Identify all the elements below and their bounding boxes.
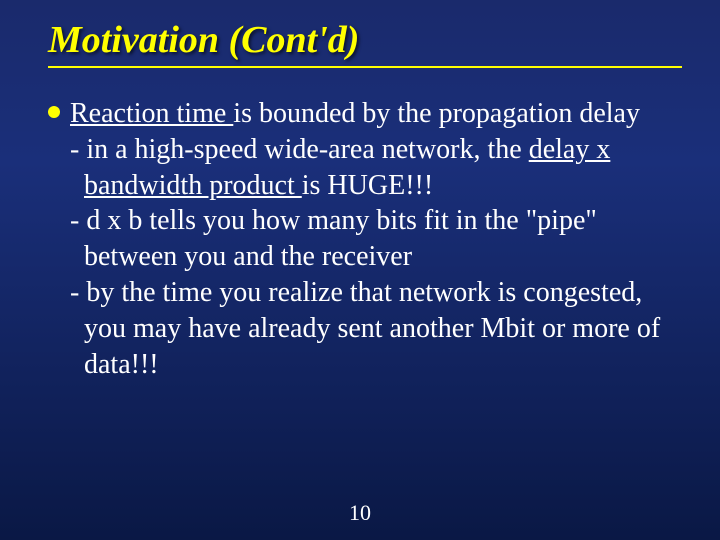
sub-item-1: - in a high-speed wide-area network, the… <box>70 132 682 204</box>
term-reaction-time: Reaction time <box>70 98 233 129</box>
slide-container: Motivation (Cont'd) Reaction time is bou… <box>0 0 720 540</box>
page-number: 10 <box>0 500 720 526</box>
bullet-icon <box>48 106 60 118</box>
slide-title: Motivation (Cont'd) <box>48 18 682 62</box>
sub-item-2: - d x b tells you how many bits fit in t… <box>70 203 682 275</box>
bullet-text: Reaction time is bounded by the propagat… <box>70 96 682 383</box>
slide-body: Reaction time is bounded by the propagat… <box>48 96 682 383</box>
title-underline <box>48 66 682 68</box>
sub-item-3: - by the time you realize that network i… <box>70 275 682 382</box>
sub1-a: - in a high-speed wide-area network, the <box>70 134 529 165</box>
line1-rest: is bounded by the propagation delay <box>233 98 640 129</box>
sub1-c: is HUGE!!! <box>302 170 433 201</box>
